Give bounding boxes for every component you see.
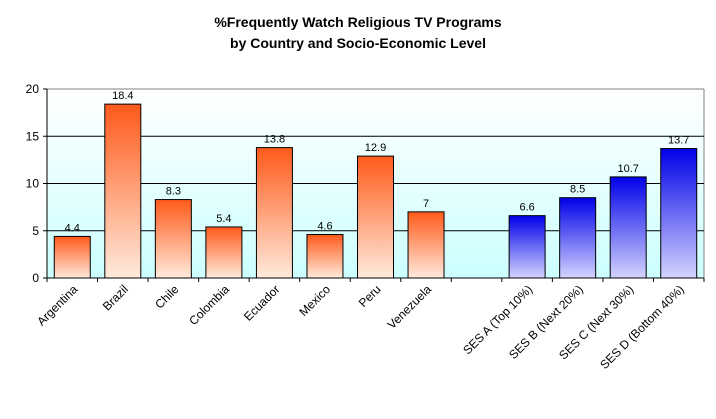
data-label: 13.8 — [264, 134, 285, 146]
data-label: 8.3 — [166, 186, 181, 198]
bar — [205, 226, 243, 279]
bar — [255, 147, 293, 279]
chart-subtitle: by Country and Socio-Economic Level — [230, 35, 486, 51]
y-tick-label: 20 — [26, 82, 40, 96]
bar — [104, 103, 142, 279]
data-label: 6.6 — [519, 202, 534, 214]
bar — [609, 176, 647, 279]
chart-title-line1: %Frequently Watch Religious TV Programs — [214, 14, 502, 30]
x-tick-label: Mexico — [296, 282, 333, 319]
bar — [306, 234, 344, 279]
bar — [407, 211, 445, 279]
data-label: 8.5 — [570, 184, 585, 196]
y-tick-label: 10 — [26, 177, 40, 191]
x-tick-label: Venezuela — [385, 282, 435, 332]
x-tick-label: Chile — [152, 282, 181, 311]
data-label: 7 — [423, 198, 429, 210]
bar — [53, 235, 91, 279]
bar — [559, 197, 597, 279]
y-tick-label: 5 — [32, 224, 39, 238]
x-tick-label: Brazil — [100, 282, 131, 313]
x-tick-label: Colombia — [186, 282, 232, 328]
data-label: 4.4 — [65, 222, 80, 234]
bar — [357, 155, 394, 279]
x-tick-label: SES D (Bottom 40%) — [597, 282, 687, 372]
x-tick-label: Peru — [356, 282, 384, 310]
data-label: 4.6 — [317, 221, 332, 233]
data-label: 12.9 — [365, 142, 386, 154]
x-tick-label: Argentina — [34, 282, 80, 328]
data-label: 5.4 — [216, 213, 231, 225]
bar — [508, 215, 546, 279]
data-label: 18.4 — [112, 90, 133, 102]
y-tick-label: 15 — [26, 129, 40, 143]
data-label: 13.7 — [668, 135, 689, 147]
bar — [660, 148, 698, 279]
y-tick-label: 0 — [32, 271, 39, 285]
x-tick-label: Ecuador — [241, 282, 283, 324]
data-label: 10.7 — [617, 163, 638, 175]
bar — [154, 199, 192, 279]
chart-title: %Frequently Watch Religious TV Programs … — [0, 12, 716, 54]
